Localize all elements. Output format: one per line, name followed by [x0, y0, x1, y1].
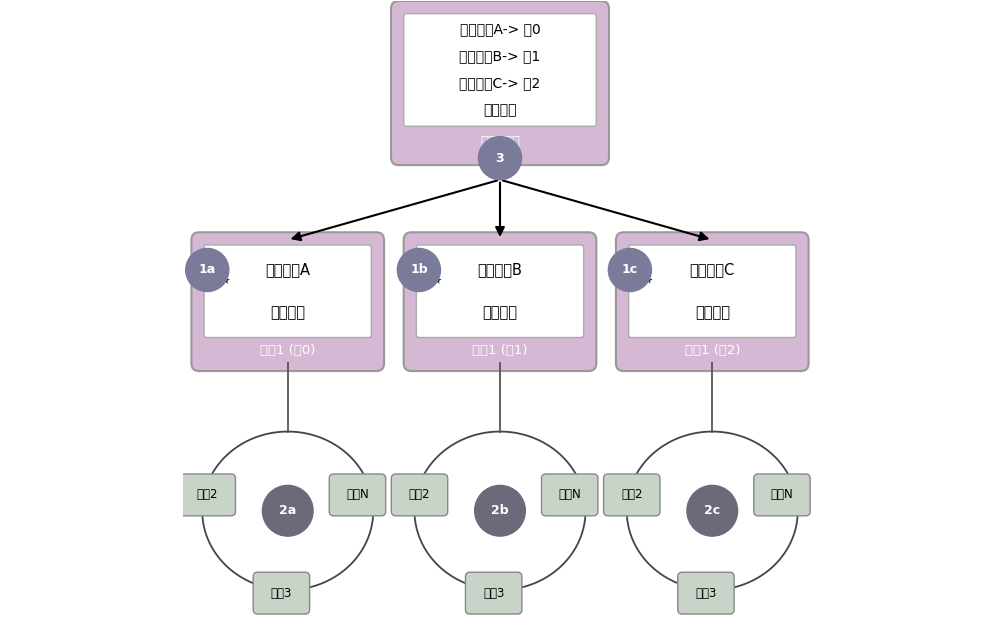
Text: 1b: 1b: [410, 264, 428, 276]
Text: 分片中间件: 分片中间件: [480, 135, 520, 149]
Circle shape: [262, 485, 313, 536]
Text: 分片定义: 分片定义: [695, 305, 730, 321]
Text: 2a: 2a: [279, 504, 296, 518]
Text: 节点2: 节点2: [621, 488, 643, 502]
Text: 节点2: 节点2: [197, 488, 218, 502]
FancyBboxPatch shape: [191, 232, 384, 371]
FancyBboxPatch shape: [404, 14, 596, 126]
Circle shape: [687, 485, 738, 536]
Circle shape: [478, 137, 522, 180]
Text: 定义公式B-> 链1: 定义公式B-> 链1: [459, 50, 541, 64]
FancyBboxPatch shape: [629, 245, 796, 337]
Circle shape: [397, 248, 440, 291]
Text: 定义公式B: 定义公式B: [478, 262, 522, 277]
FancyBboxPatch shape: [391, 474, 448, 516]
FancyBboxPatch shape: [179, 474, 235, 516]
FancyBboxPatch shape: [416, 245, 584, 337]
Text: 1a: 1a: [199, 264, 216, 276]
Text: 节点3: 节点3: [695, 587, 717, 599]
Text: 节点2: 节点2: [409, 488, 430, 502]
Text: 节点1 (链0): 节点1 (链0): [260, 344, 315, 357]
Text: 分片定义: 分片定义: [482, 305, 518, 321]
FancyBboxPatch shape: [329, 474, 386, 516]
FancyBboxPatch shape: [391, 1, 609, 165]
FancyBboxPatch shape: [616, 232, 809, 371]
Text: 节点1 (链1): 节点1 (链1): [472, 344, 528, 357]
FancyBboxPatch shape: [542, 474, 598, 516]
Text: 定义公式A-> 链0: 定义公式A-> 链0: [460, 23, 540, 37]
Text: 分片定义: 分片定义: [270, 305, 305, 321]
Text: 节点N: 节点N: [346, 488, 369, 502]
Circle shape: [475, 485, 525, 536]
Text: 2b: 2b: [491, 504, 509, 518]
Text: 1c: 1c: [622, 264, 638, 276]
Text: 节点N: 节点N: [771, 488, 793, 502]
Text: 节点3: 节点3: [483, 587, 504, 599]
Text: 节点3: 节点3: [271, 587, 292, 599]
Circle shape: [186, 248, 229, 291]
FancyBboxPatch shape: [204, 245, 371, 337]
Text: 分片定义: 分片定义: [483, 104, 517, 117]
Text: 节点N: 节点N: [558, 488, 581, 502]
FancyBboxPatch shape: [465, 572, 522, 614]
Text: 2c: 2c: [704, 504, 720, 518]
Text: 定义公式C: 定义公式C: [690, 262, 735, 277]
Text: 定义公式C-> 链2: 定义公式C-> 链2: [459, 76, 541, 90]
FancyBboxPatch shape: [678, 572, 734, 614]
Text: 定义公式A: 定义公式A: [265, 262, 310, 277]
FancyBboxPatch shape: [604, 474, 660, 516]
Circle shape: [608, 248, 651, 291]
FancyBboxPatch shape: [404, 232, 596, 371]
FancyBboxPatch shape: [754, 474, 810, 516]
Text: 节点1 (链2): 节点1 (链2): [685, 344, 740, 357]
FancyBboxPatch shape: [253, 572, 310, 614]
Text: 3: 3: [496, 152, 504, 164]
